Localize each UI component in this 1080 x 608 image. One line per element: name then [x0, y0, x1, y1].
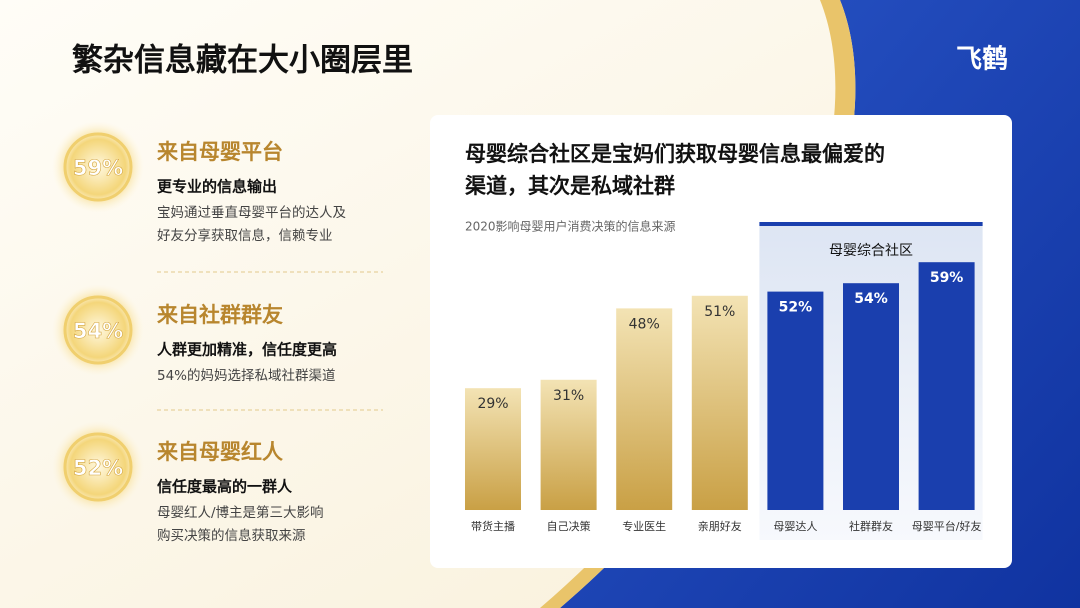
value-label: 51%: [704, 304, 735, 320]
x-tick-label: 带货主播: [471, 519, 515, 533]
x-tick-label: 母婴达人: [773, 520, 817, 533]
chart-title: 母婴综合社区是宝妈们获取母婴信息最偏爱的: [465, 142, 885, 166]
item-description: 购买决策的信息获取来源: [157, 527, 306, 544]
badge-ring: [63, 295, 133, 365]
item-subheading: 信任度最高的一群人: [157, 478, 293, 496]
bar: [464, 388, 522, 511]
chart-title: 渠道，其次是私域社群: [465, 174, 675, 198]
bar: [540, 379, 597, 511]
x-tick-label: 自己决策: [547, 519, 591, 533]
x-tick-label: 亲朋好友: [698, 519, 742, 533]
item-description: 好友分享获取信息，信赖专业: [157, 227, 333, 244]
value-label: 52%: [779, 300, 813, 316]
logo: 飞鹤: [956, 44, 1008, 75]
badge-ring: [63, 432, 133, 502]
item-subheading: 更专业的信息输出: [157, 178, 277, 196]
x-tick-label: 母婴平台/好友: [912, 519, 982, 533]
value-label: 31%: [553, 388, 584, 404]
bar: [918, 262, 975, 510]
bar: [843, 283, 899, 510]
badge-percent: 59%: [73, 156, 123, 180]
bar: [616, 308, 673, 511]
item-heading: 来自母婴红人: [157, 440, 283, 464]
slide-title: 繁杂信息藏在大小圈层里: [72, 43, 413, 79]
highlight-bar: [759, 222, 983, 226]
item-description: 宝妈通过垂直母婴平台的达人及: [157, 205, 346, 221]
item-subheading: 人群更加精准，信任度更高: [157, 341, 337, 359]
badge-percent: 52%: [73, 456, 123, 480]
value-label: 59%: [930, 270, 964, 286]
item-heading: 来自母婴平台: [157, 140, 283, 164]
x-tick-label: 社群群友: [849, 519, 893, 533]
badge-percent: 54%: [73, 319, 123, 343]
bar: [767, 291, 824, 510]
badge-ring: [63, 132, 133, 202]
item-description: 母婴红人/博主是第三大影响: [157, 504, 324, 521]
value-label: 48%: [629, 316, 660, 332]
x-tick-label: 专业医生: [622, 519, 666, 533]
highlight-label: 母婴综合社区: [829, 243, 913, 259]
value-label: 29%: [477, 396, 508, 412]
chart-subtitle: 2020影响母婴用户消费决策的信息来源: [465, 219, 676, 234]
item-heading: 来自社群群友: [157, 303, 283, 327]
bar: [691, 295, 748, 511]
item-description: 54%的妈妈选择私域社群渠道: [157, 368, 336, 384]
value-label: 54%: [854, 291, 888, 307]
